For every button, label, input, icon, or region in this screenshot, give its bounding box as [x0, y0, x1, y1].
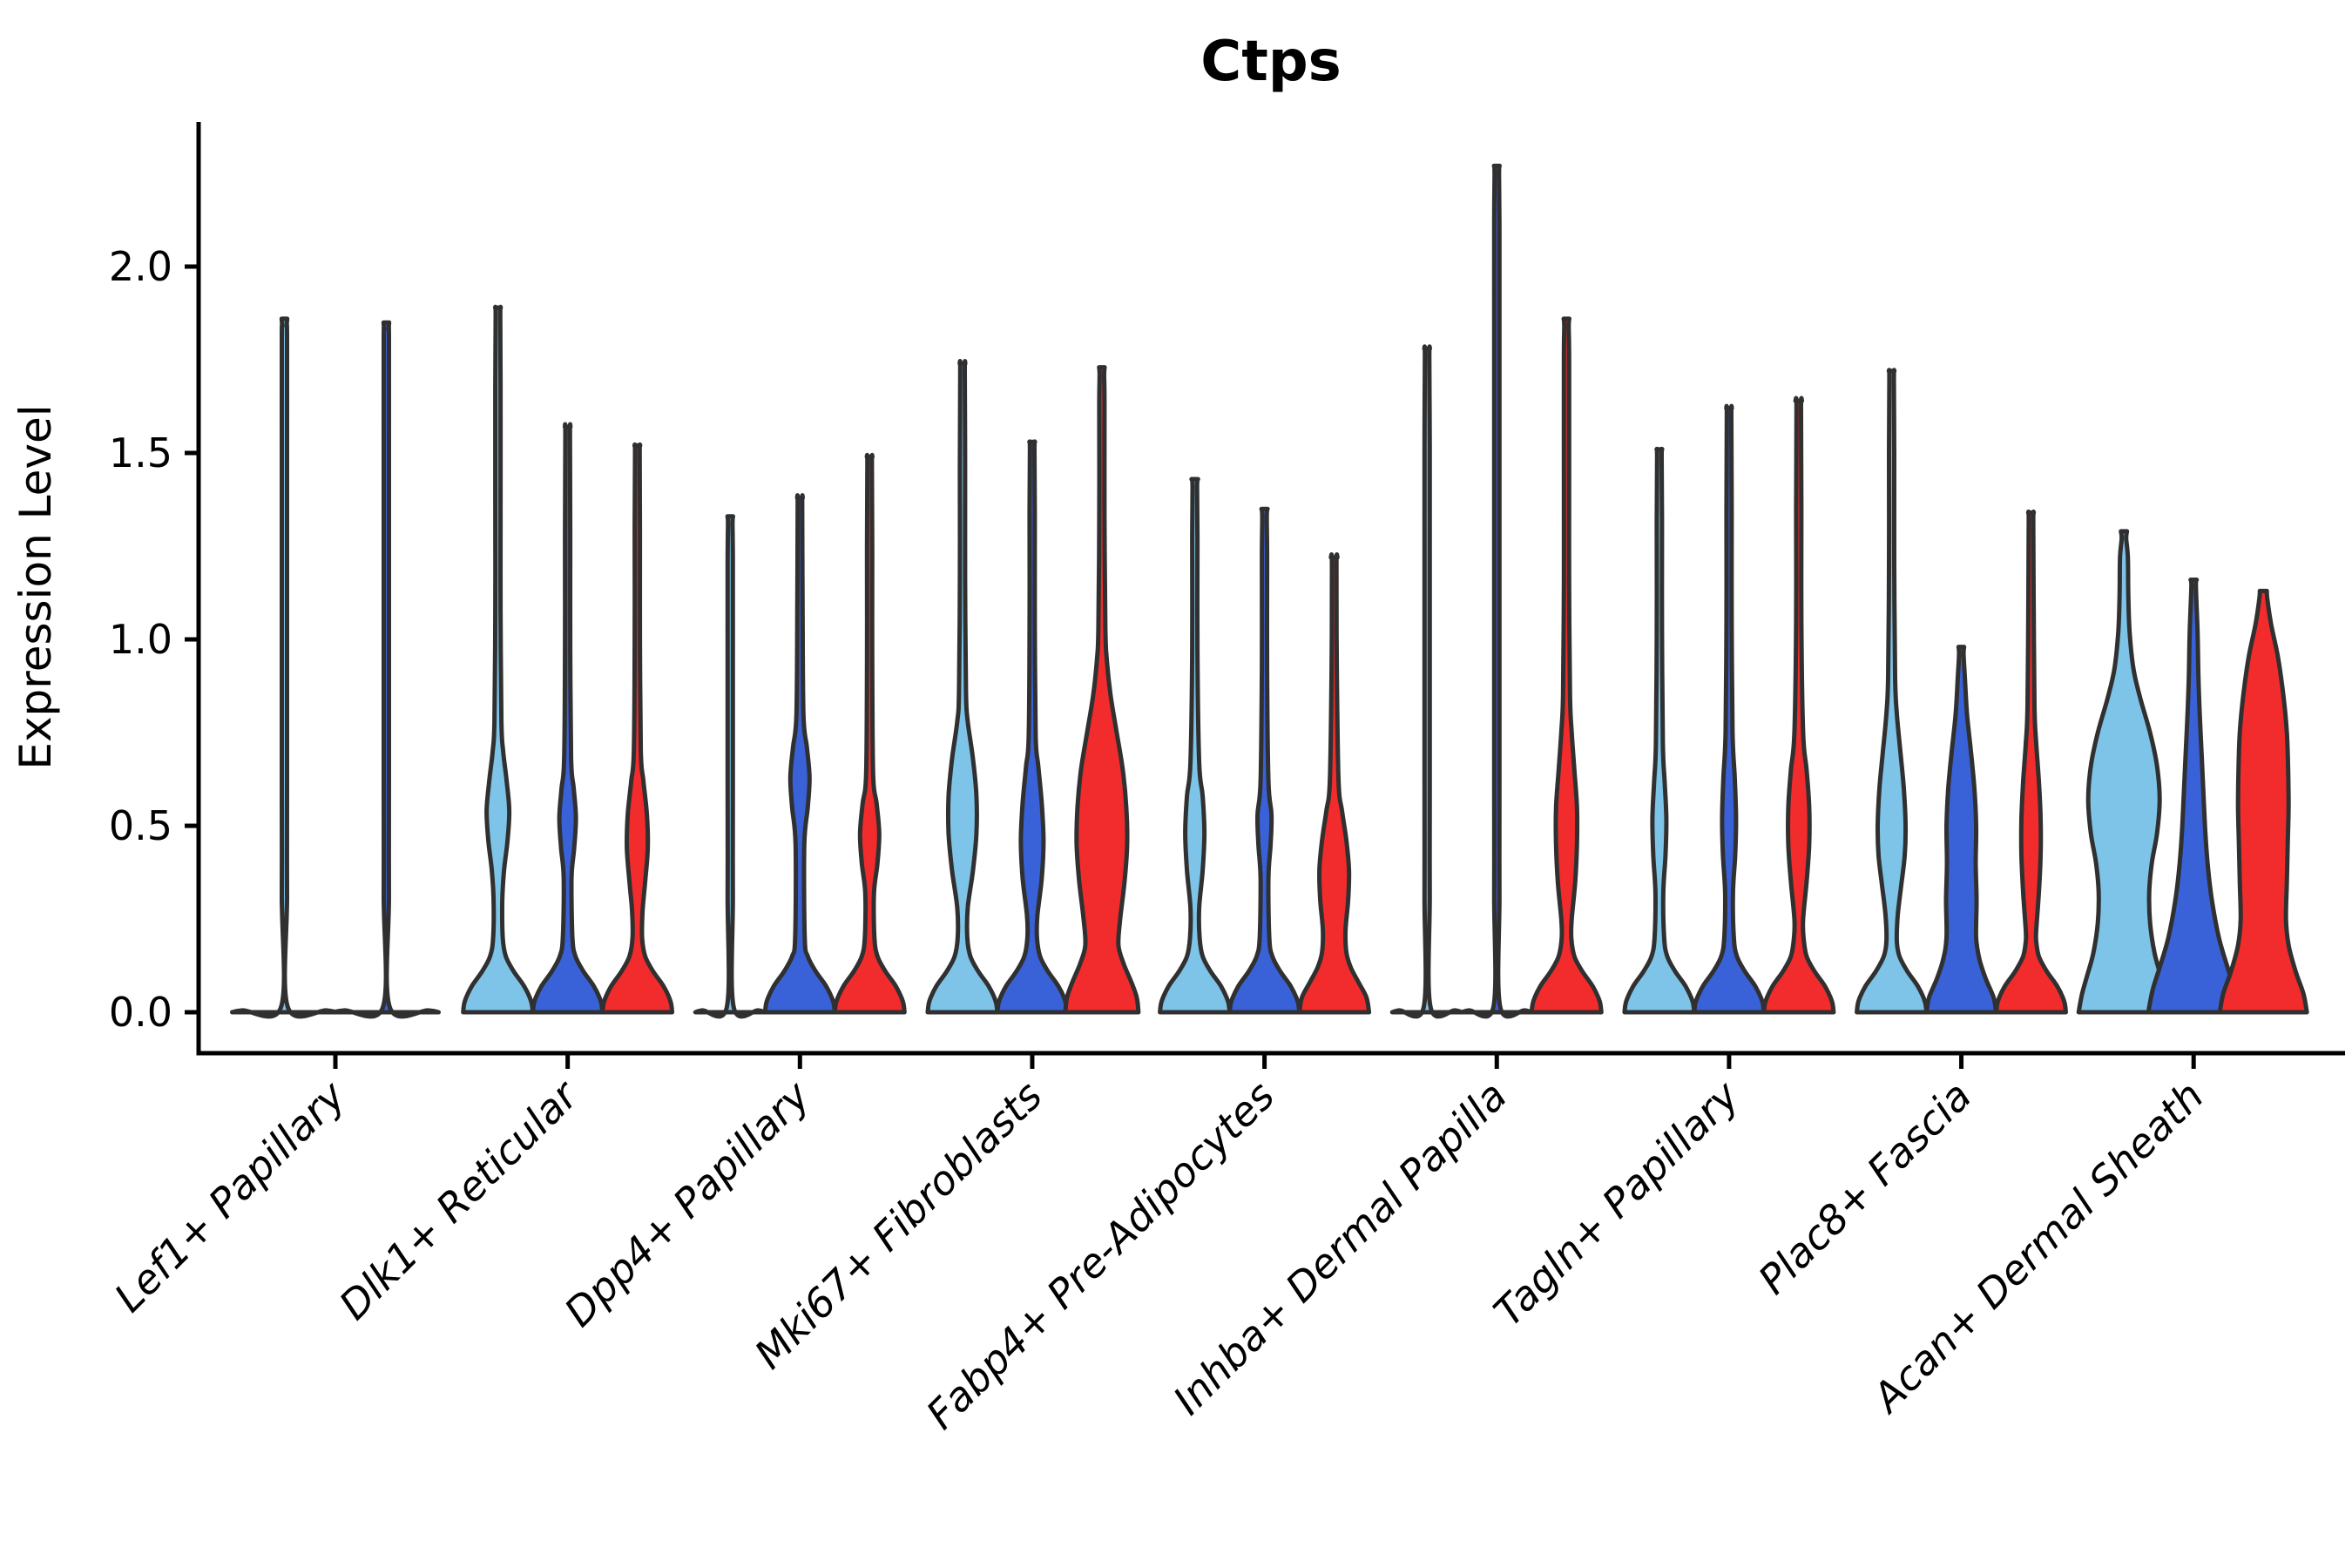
violin-group	[1389, 163, 1604, 1019]
chart-title: Ctps	[1200, 30, 1341, 94]
violin-group	[2076, 529, 2309, 1015]
violin-dark_blue	[995, 439, 1070, 1015]
y-axis-ticks: 0.0 0.5 1.0 1.5 2.0	[109, 243, 199, 1036]
violin-light_blue	[1855, 368, 1929, 1015]
violin-light_blue	[925, 359, 1000, 1015]
violin-light_blue	[461, 304, 536, 1015]
violin-red	[600, 442, 675, 1015]
violin-red	[1994, 509, 2068, 1015]
violin-light_blue	[1389, 344, 1464, 1019]
x-tick-label: Lef1+ Papillary	[105, 1071, 355, 1321]
violin-dark_blue	[1227, 506, 1302, 1015]
violin-red	[1063, 365, 1141, 1015]
violin-dark_blue	[2146, 578, 2241, 1015]
violin-light_blue	[230, 316, 339, 1019]
violin-light_blue	[1158, 476, 1233, 1015]
violin-red	[832, 452, 907, 1015]
violin-dark_blue	[1692, 403, 1767, 1015]
violin-group	[1158, 476, 1372, 1015]
violin-group	[230, 316, 441, 1019]
violin-red	[1761, 395, 1836, 1015]
violin-group	[693, 452, 907, 1019]
violin-red	[1529, 316, 1604, 1015]
y-tick-label: 1.5	[109, 429, 172, 476]
x-axis-ticks	[333, 1053, 2196, 1069]
violin-light_blue	[1622, 446, 1697, 1015]
x-tick-label: Dlk1+ Reticular	[330, 1070, 589, 1328]
x-tick-label: Dpp4+ Papillary	[555, 1071, 819, 1335]
violin-light_blue	[2076, 529, 2172, 1015]
y-tick-label: 0.5	[109, 802, 172, 849]
axes-spines	[196, 122, 2345, 1056]
violins-layer	[230, 163, 2309, 1019]
x-tick-label: Plac8+ Fascia	[1749, 1072, 1980, 1303]
violin-group	[1855, 368, 2068, 1015]
violin-dark_blue	[1924, 645, 1998, 1015]
violin-group	[1622, 395, 1836, 1015]
violin-light_blue	[693, 514, 767, 1019]
y-tick-label: 0.0	[109, 989, 172, 1036]
y-axis-label: Expression Level	[10, 404, 61, 769]
violin-red	[1297, 552, 1372, 1015]
violin-dark_blue	[1459, 163, 1534, 1019]
x-tick-label: Tagln+ Papillary	[1484, 1071, 1748, 1335]
y-tick-label: 1.0	[109, 616, 172, 663]
violin-group	[461, 304, 675, 1015]
y-tick-label: 2.0	[109, 243, 172, 290]
violin-dark_blue	[762, 493, 837, 1015]
violin-dark_blue	[531, 422, 605, 1015]
violin-dark_blue	[332, 320, 441, 1019]
violin-red	[2217, 588, 2309, 1015]
violin-group	[925, 359, 1141, 1015]
